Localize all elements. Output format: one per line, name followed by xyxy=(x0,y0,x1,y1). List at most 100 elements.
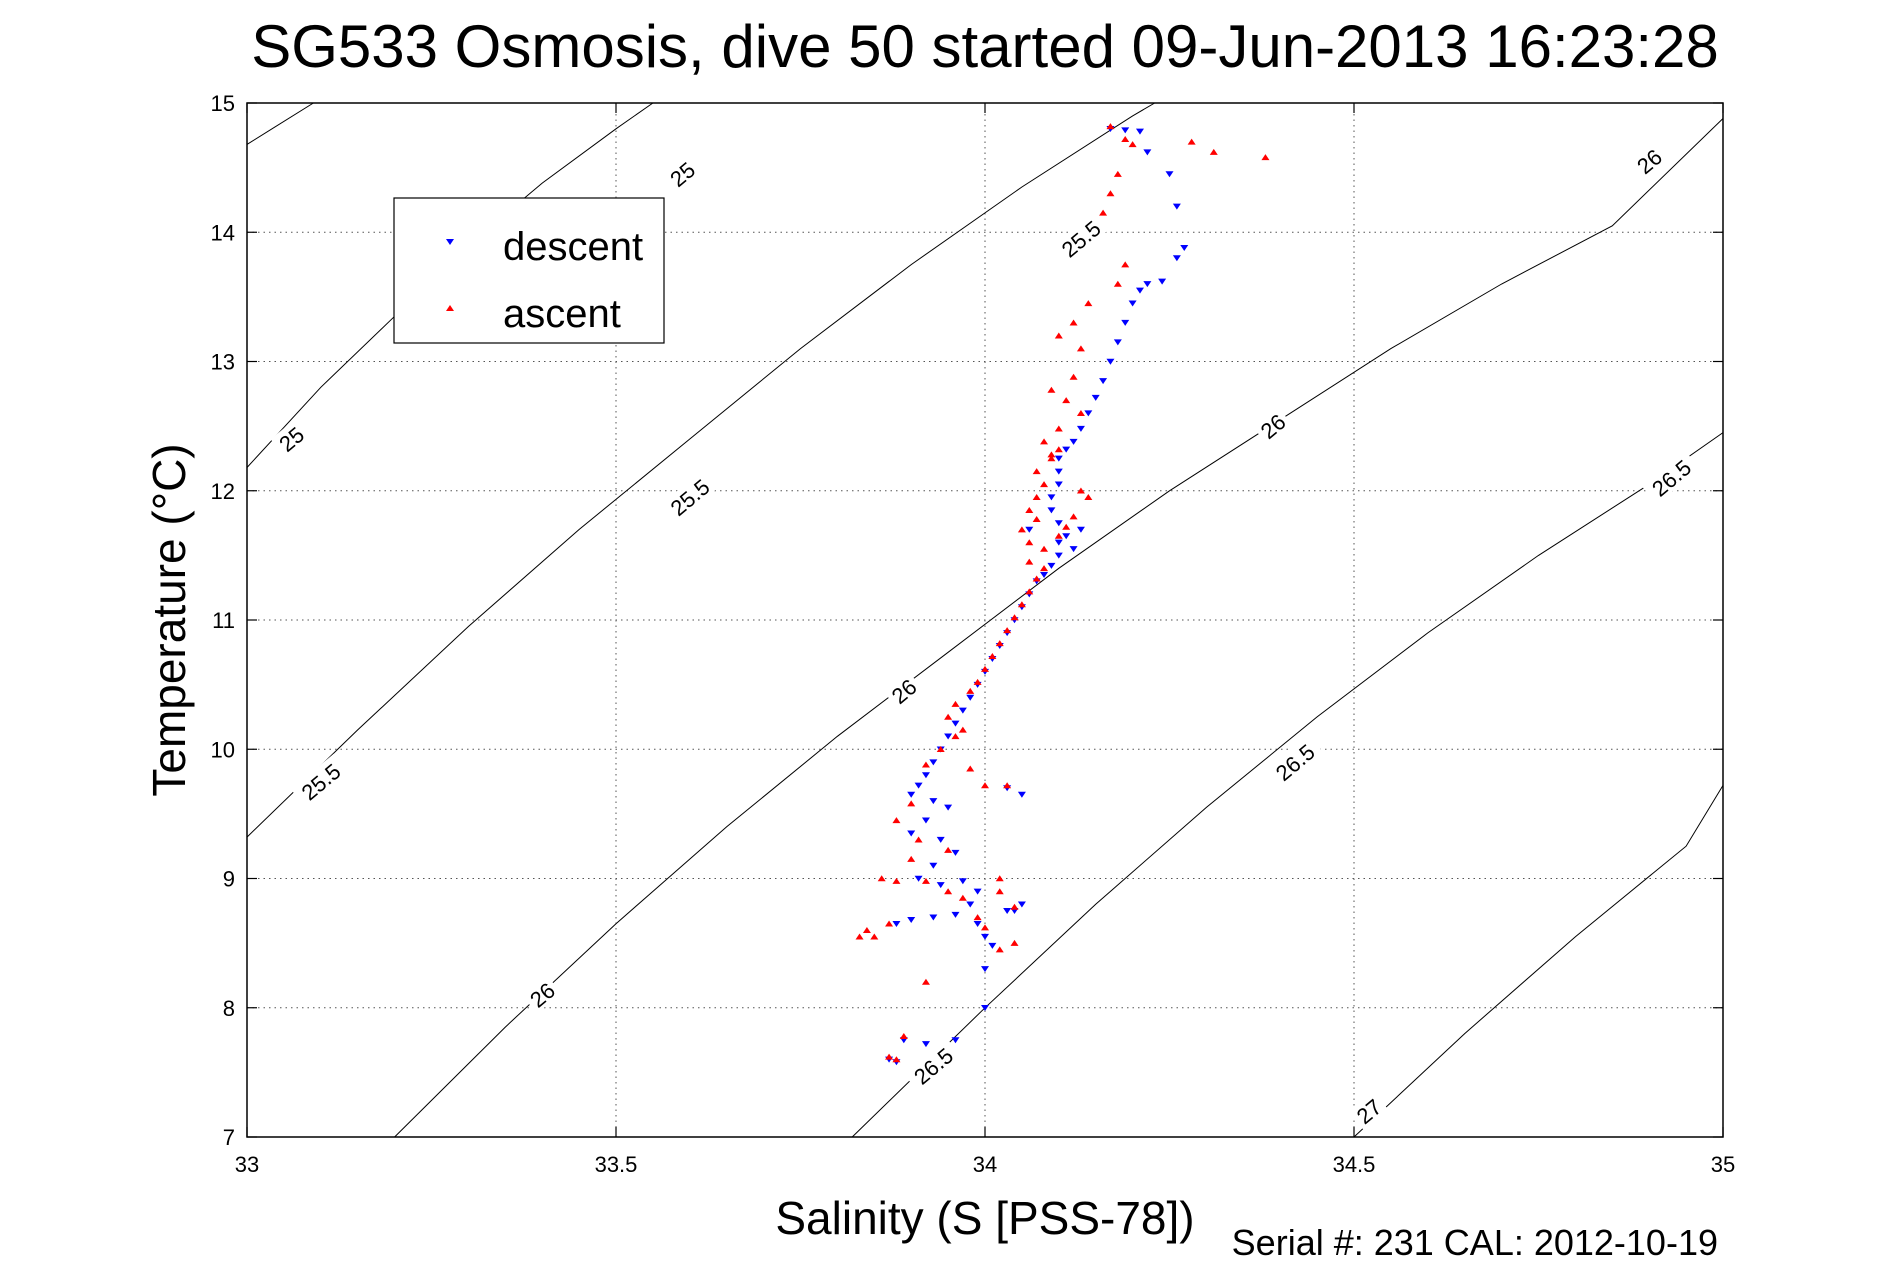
x-axis-label: Salinity (S [PSS-78]) xyxy=(775,1192,1194,1244)
ascent-point xyxy=(1032,575,1041,582)
legend-ascent-label: ascent xyxy=(503,292,621,336)
y-tick-label: 12 xyxy=(211,479,235,504)
descent-point xyxy=(1165,171,1174,178)
ascent-point xyxy=(1040,545,1049,552)
contour-label-text: 25 xyxy=(274,422,309,457)
descent-point xyxy=(936,882,945,889)
y-tick-label: 7 xyxy=(223,1125,235,1150)
contour-label-bg xyxy=(1252,405,1293,445)
ascent-point xyxy=(1010,903,1019,910)
descent-point xyxy=(1143,149,1152,156)
descent-point xyxy=(936,836,945,843)
ascent-point xyxy=(914,836,923,843)
descent-point xyxy=(1106,358,1115,365)
legend-descent-marker xyxy=(446,239,454,245)
ascent-point xyxy=(1003,782,1012,789)
descent-point xyxy=(1054,552,1063,559)
descent-point xyxy=(1099,378,1108,385)
descent-point xyxy=(1047,507,1056,514)
descent-point xyxy=(951,1037,960,1044)
contour-label-bg xyxy=(1348,1090,1389,1130)
y-axis-ticks: 7 8 9 10 11 12 13 14 15 xyxy=(211,91,1723,1150)
ascent-point xyxy=(966,687,975,694)
y-tick-label: 13 xyxy=(211,350,235,375)
ascent-point xyxy=(1106,190,1115,197)
ascent-point xyxy=(907,800,916,807)
contour-label: 26 xyxy=(883,670,924,710)
descent-point xyxy=(944,804,953,811)
descent-point xyxy=(1091,394,1100,401)
ascent-point xyxy=(892,817,901,824)
ascent-point xyxy=(1032,468,1041,475)
ascent-point xyxy=(1047,455,1056,462)
ascent-point xyxy=(1032,515,1041,522)
contour-line-27 xyxy=(1353,785,1724,1138)
y-tick-label: 9 xyxy=(223,867,235,892)
descent-point xyxy=(907,830,916,837)
ascent-point xyxy=(973,678,982,685)
ascent-point xyxy=(899,1032,908,1039)
contour-label-bg xyxy=(1641,449,1700,505)
ascent-point xyxy=(995,888,1004,895)
ascent-point xyxy=(951,733,960,740)
ascent-point xyxy=(988,652,997,659)
ascent-point xyxy=(958,894,967,901)
ascent-point xyxy=(1040,438,1049,445)
y-tick-label: 15 xyxy=(211,91,235,116)
contour-label: 26.5 xyxy=(903,1037,962,1093)
ascent-point xyxy=(862,927,871,933)
descent-point xyxy=(988,942,997,949)
x-axis-ticks: 33 33.5 34 34.5 35 xyxy=(235,103,1735,1177)
descent-point xyxy=(1143,281,1152,288)
ascent-point xyxy=(1187,138,1196,145)
descent-point xyxy=(981,1004,989,1011)
descent-point xyxy=(1180,244,1189,251)
contour-label-bg xyxy=(290,753,350,809)
ascent-point xyxy=(1106,123,1115,130)
descent-point xyxy=(1069,438,1078,445)
descent-point xyxy=(921,772,930,779)
contour-label: 25 xyxy=(661,153,702,193)
ascent-point xyxy=(1069,373,1078,380)
contour-line-25 xyxy=(246,102,314,145)
descent-point xyxy=(958,878,967,885)
contour-label-bg xyxy=(903,1037,962,1093)
ascent-point xyxy=(981,924,989,931)
contour-label: 25.5 xyxy=(659,469,719,524)
descent-point xyxy=(892,920,901,927)
ascent-point xyxy=(1032,494,1041,501)
ascent-point xyxy=(944,713,953,720)
x-tick-label: 34 xyxy=(973,1152,997,1177)
ascent-point xyxy=(885,1053,894,1060)
descent-point xyxy=(944,733,953,740)
contour-label-bg xyxy=(1265,734,1324,789)
ascent-point xyxy=(981,782,989,789)
descent-point xyxy=(1158,278,1167,285)
ascent-point xyxy=(981,665,989,672)
ascent-point xyxy=(944,888,953,895)
ascent-point xyxy=(1069,319,1078,326)
ascent-point xyxy=(1128,141,1137,148)
ascent-point xyxy=(1084,300,1093,307)
descent-point xyxy=(929,862,938,869)
y-tick-label: 14 xyxy=(211,220,235,245)
descent-point xyxy=(1113,339,1122,346)
descent-point xyxy=(1047,494,1056,501)
descent-point xyxy=(1172,255,1181,262)
descent-point xyxy=(1076,425,1085,432)
descent-point xyxy=(973,888,982,895)
ascent-point xyxy=(1261,154,1270,161)
descent-point xyxy=(966,694,975,701)
descent-point xyxy=(1017,791,1026,798)
contour-label: 25.5 xyxy=(290,753,350,809)
descent-point xyxy=(1054,481,1063,488)
contour-label: 25.5 xyxy=(1051,210,1110,266)
descent-point xyxy=(1054,539,1063,546)
x-tick-label: 35 xyxy=(1711,1152,1735,1177)
contour-label: 25 xyxy=(270,418,311,458)
contour-label-text: 25 xyxy=(665,157,700,192)
ascent-point xyxy=(1010,939,1019,946)
legend-ascent-marker xyxy=(446,305,454,311)
ascent-point xyxy=(1003,627,1012,634)
ascent-point xyxy=(1054,425,1063,432)
